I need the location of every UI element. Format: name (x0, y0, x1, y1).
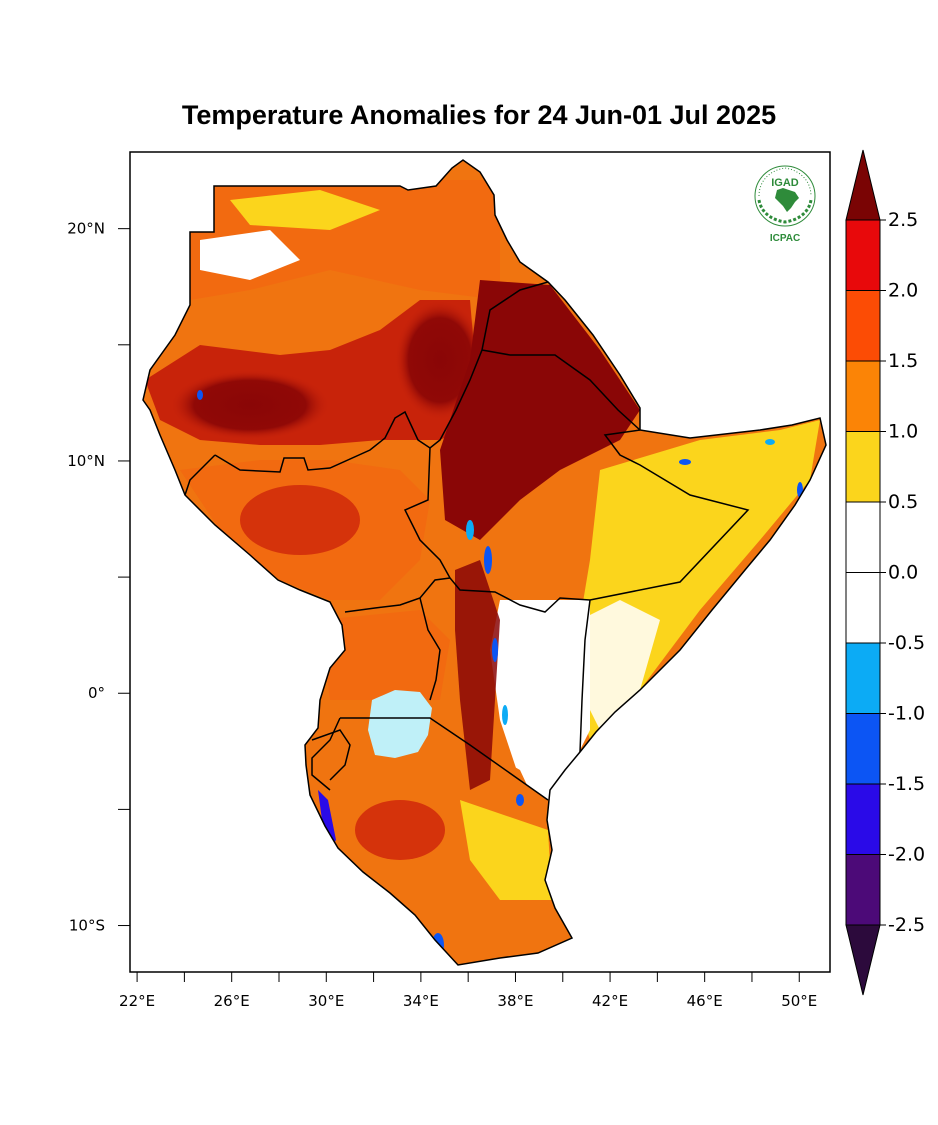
colorbar-top-arrow (845, 149, 881, 221)
logo-top-text: IGAD (771, 177, 799, 189)
colorbar-bin (845, 713, 881, 785)
x-tick-label: 34°E (403, 992, 439, 1010)
colorbar-label: -1.5 (888, 773, 925, 795)
colorbar-label: 0.0 (888, 562, 918, 584)
colorbar: 2.5 2.0 1.5 1.0 0.5 0.0 -0.5 -1.0 -1.5 -2.0 -2.5 (845, 149, 925, 996)
y-tick-label: 10°S (69, 917, 105, 935)
x-tick-label: 38°E (497, 992, 533, 1010)
colorbar-label: -2.0 (888, 844, 925, 866)
colorbar-label: 2.5 (888, 209, 918, 231)
colorbar-label: 0.5 (888, 491, 918, 513)
x-tick-label: 26°E (214, 992, 250, 1010)
x-tick-label: 22°E (119, 992, 155, 1010)
y-axis: 20°N 10°N 0° 10°S (67, 220, 130, 935)
colorbar-bin (845, 501, 881, 573)
colorbar-label: 2.0 (888, 280, 918, 302)
logo-bottom-text: ICPAC (770, 233, 800, 244)
colorbar-label: -2.5 (888, 914, 925, 936)
colorbar-bin (845, 783, 881, 855)
colorbar-label: -0.5 (888, 632, 925, 654)
map-title: Temperature Anomalies for 24 Jun-01 Jul … (181, 100, 777, 130)
lake-victoria (368, 690, 432, 758)
colorbar-label: 1.5 (888, 350, 918, 372)
colorbar-bin (845, 642, 881, 714)
country-borders (184, 281, 750, 801)
x-tick-label: 42°E (592, 992, 628, 1010)
colorbar-bin (845, 431, 881, 503)
y-tick-label: 10°N (67, 452, 105, 470)
colorbar-label: -1.0 (888, 703, 925, 725)
colorbar-bin (845, 854, 881, 926)
colorbar-bin (845, 290, 881, 362)
colorbar-bottom-arrow (845, 924, 881, 996)
y-tick-label: 0° (88, 684, 105, 702)
colorbar-bin (845, 572, 881, 644)
x-axis: 22°E 26°E 30°E 34°E 38°E 42°E 46°E 50°E (119, 972, 817, 1010)
colorbar-bin (845, 360, 881, 432)
igad-logo: IGAD ICPAC (754, 165, 816, 244)
x-tick-label: 30°E (308, 992, 344, 1010)
x-tick-label: 50°E (781, 992, 817, 1010)
igad-emblem-icon (757, 199, 813, 224)
y-tick-label: 20°N (67, 220, 105, 238)
colorbar-bin (845, 219, 881, 291)
colorbar-label: 1.0 (888, 421, 918, 443)
x-tick-label: 46°E (687, 992, 723, 1010)
